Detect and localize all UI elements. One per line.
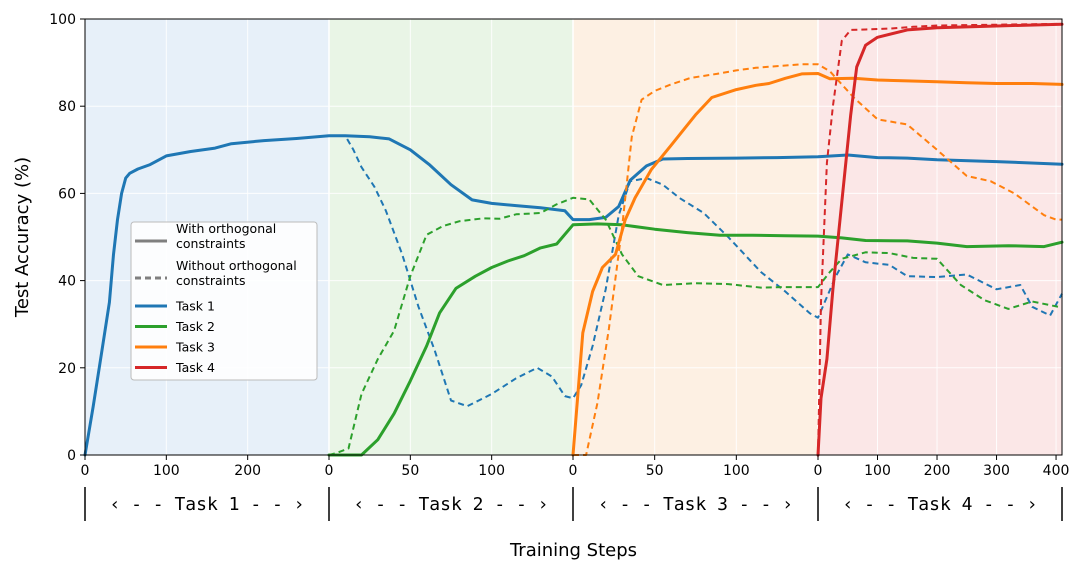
y-tick-label: 80 (58, 99, 76, 115)
x-tick-label: 100 (153, 463, 180, 479)
x-tick-label: 100 (723, 463, 750, 479)
legend-label-task-2: Task 2 (175, 319, 215, 334)
phase-band-2 (329, 19, 573, 455)
y-tick-label: 40 (58, 274, 76, 290)
x-axis-title: Training Steps (509, 540, 637, 561)
x-tick-label: 400 (1043, 463, 1070, 479)
legend-box (130, 221, 318, 381)
series-line-task-2-dashed (328, 196, 1063, 456)
phase-label-task-2: ‹ - - Task 2 - - › (353, 494, 548, 515)
x-tick-label: 50 (401, 463, 419, 479)
series-line-task-1-solid (83, 134, 1064, 457)
phase-label-task-3: ‹ - - Task 3 - - › (598, 494, 793, 515)
series-line-task-2-solid (327, 222, 1064, 457)
y-axis-title: Test Accuracy (%) (12, 157, 33, 318)
legend-label-task-3: Task 3 (175, 340, 215, 355)
series-line-task-4-dashed (817, 22, 1063, 456)
series-line-task-3-solid (571, 72, 1064, 457)
legend-label-task-4: Task 4 (175, 360, 215, 375)
y-tick-label: 0 (67, 448, 76, 464)
x-axis: 0 100 200 0 50 100 0 50 100 0 100 200 300 400 (81, 455, 1070, 479)
x-tick-label: 0 (81, 463, 90, 479)
legend-label-dashed: Without orthogonal constraints (176, 258, 297, 288)
x-tick-label: 100 (478, 463, 505, 479)
legend: With orthogonal constraints Without orthog… (130, 221, 318, 381)
legend-label-task-1: Task 1 (175, 299, 215, 314)
y-tick-label: 60 (58, 186, 76, 202)
y-tick-label: 20 (58, 361, 76, 377)
x-tick-label: 200 (234, 463, 261, 479)
series-line-task-4-solid (816, 22, 1064, 457)
phase-label-task-1: ‹ - - Task 1 - - › (109, 494, 304, 515)
x-tick-label: 0 (325, 463, 334, 479)
y-tick-label: 100 (49, 12, 76, 28)
x-tick-label: 0 (814, 463, 823, 479)
x-tick-label: 50 (646, 463, 664, 479)
legend-label-solid: With orthogonal constraints (176, 221, 276, 251)
phase-labels: ‹ - - Task 1 - - › ‹ - - Task 2 - - › ‹ - … (84, 487, 1063, 521)
x-tick-label: 200 (924, 463, 951, 479)
x-tick-label: 0 (569, 463, 578, 479)
y-axis: 0 20 40 60 80 100 (49, 12, 85, 464)
series-lines (83, 22, 1064, 457)
phase-label-task-4: ‹ - - Task 4 - - › (842, 494, 1037, 515)
x-tick-label: 300 (983, 463, 1010, 479)
series-line-task-1-dashed (329, 134, 1063, 408)
series-line-task-3-dashed (573, 63, 1062, 456)
phase-band-4 (818, 19, 1062, 455)
x-tick-label: 100 (864, 463, 891, 479)
